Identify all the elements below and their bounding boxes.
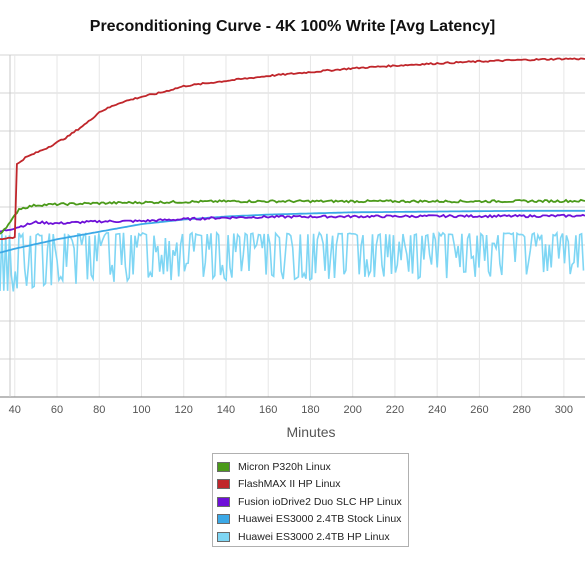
x-tick-label: 80 <box>93 404 105 416</box>
legend-item: Fusion ioDrive2 Duo SLC HP Linux <box>217 493 408 511</box>
legend-item: Micron P320h Linux <box>217 458 408 476</box>
grid-lines <box>0 54 585 397</box>
x-axis-label: Minutes <box>286 424 336 440</box>
series-line-0 <box>0 198 585 235</box>
legend-swatch <box>217 531 230 542</box>
x-tick-label: 140 <box>217 404 235 416</box>
x-tick-labels: 40 60 80 100 120 140 160 180 200 220 240 260 280 300 <box>9 404 573 416</box>
series-line-huawei-hp <box>0 230 585 292</box>
x-tick-label: 280 <box>512 404 530 416</box>
x-tick-label: 180 <box>301 404 319 416</box>
legend-label: Huawei ES3000 2.4TB Stock Linux <box>238 513 402 526</box>
legend-label: FlashMAX II HP Linux <box>238 478 341 491</box>
series-lines <box>0 57 585 292</box>
x-tick-label: 100 <box>132 404 150 416</box>
legend-label: Huawei ES3000 2.4TB HP Linux <box>238 530 390 543</box>
legend-swatch <box>217 514 230 525</box>
legend: Micron P320h Linux FlashMAX II HP Linux Fu… <box>212 453 409 547</box>
x-tick-label: 160 <box>259 404 277 416</box>
x-tick-label: 260 <box>470 404 488 416</box>
legend-swatch <box>217 496 230 507</box>
x-tick-label: 40 <box>9 404 21 416</box>
legend-swatch <box>217 461 230 472</box>
x-tick-label: 200 <box>344 404 362 416</box>
chart-title: Preconditioning Curve - 4K 100% Write [A… <box>89 18 496 35</box>
series-line-2 <box>0 213 585 233</box>
axes <box>0 55 585 398</box>
x-tick-label: 60 <box>51 404 63 416</box>
legend-item: FlashMAX II HP Linux <box>217 476 408 494</box>
x-tick-label: 300 <box>555 404 573 416</box>
x-tick-label: 120 <box>175 404 193 416</box>
series-line-3 <box>0 209 585 254</box>
x-tick-label: 220 <box>386 404 404 416</box>
legend-item: Huawei ES3000 2.4TB HP Linux <box>217 528 408 546</box>
x-tick-label: 240 <box>428 404 446 416</box>
legend-item: Huawei ES3000 2.4TB Stock Linux <box>217 511 408 529</box>
legend-label: Fusion ioDrive2 Duo SLC HP Linux <box>238 495 402 508</box>
legend-label: Micron P320h Linux <box>238 460 331 473</box>
legend-swatch <box>217 479 230 490</box>
series-line-1 <box>0 57 585 241</box>
